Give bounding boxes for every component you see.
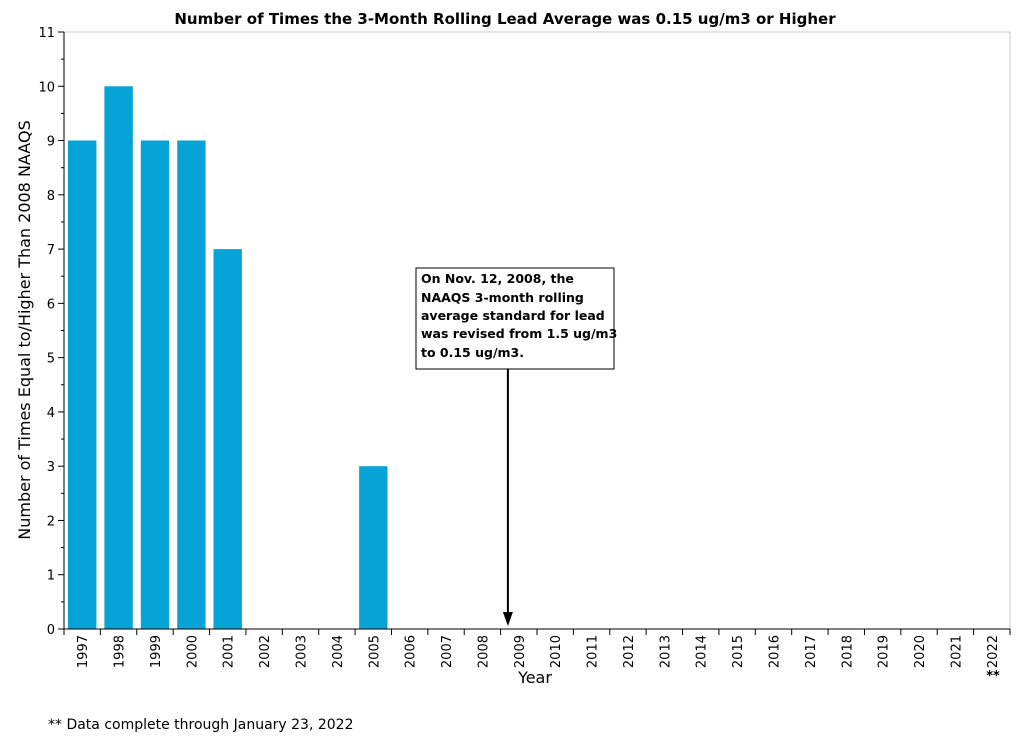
bar-2005 [359,466,388,629]
year-2022-marker: ** [986,669,1000,684]
x-tick-label-2010: 2010 [549,635,564,668]
x-axis-label: Year [517,668,552,687]
x-tick-label-2009: 2009 [513,635,528,668]
y-tick-label: 8 [47,189,55,204]
x-tick-label-2012: 2012 [622,635,637,668]
bar-2000 [177,140,206,629]
y-tick-label: 4 [47,406,55,421]
x-tick-label-1999: 1999 [149,635,164,668]
y-tick-label: 0 [47,623,55,638]
x-tick-label-1997: 1997 [76,635,91,668]
x-tick-label-2003: 2003 [295,635,310,668]
y-tick-label: 11 [38,26,55,41]
x-tick-label-2015: 2015 [731,635,746,668]
chart-title: Number of Times the 3-Month Rolling Lead… [174,10,836,28]
x-tick-label-2020: 2020 [913,635,928,668]
bar-2001 [213,249,242,629]
x-tick-label-2006: 2006 [404,635,419,668]
y-tick-label: 5 [47,352,55,367]
bar-1997 [68,140,97,629]
x-tick-label-2008: 2008 [476,635,491,668]
annotation-line-2: NAAQS 3-month rolling [421,290,584,305]
annotation: On Nov. 12, 2008, the NAAQS 3-month roll… [415,267,617,626]
x-tick-label-1998: 1998 [113,635,128,668]
x-tick-label-2018: 2018 [840,635,855,668]
x-axis: 1997 1998 1999 2000 2001 2002 2003 2004 2005 2006… [63,628,1011,668]
annotation-line-5: to 0.15 ug/m3. [421,345,524,360]
x-tick-label-2016: 2016 [768,635,783,668]
bar-1999 [140,140,170,629]
x-tick-label-2021: 2021 [949,635,964,668]
x-tick-label-2017: 2017 [804,635,819,668]
y-axis: 0 1 2 3 4 5 6 7 8 9 10 11 [38,26,65,638]
x-tick-label-2004: 2004 [331,635,346,668]
bar-1998 [104,86,133,630]
x-tick-label-2022: 2022 [986,635,1001,668]
annotation-arrow-head [502,612,513,626]
bars-group [68,86,388,630]
x-tick-label-2001: 2001 [222,635,237,668]
y-tick-label: 3 [47,460,55,475]
x-tick-label-2011: 2011 [586,635,601,668]
x-tick-label-2014: 2014 [695,635,710,668]
y-tick-label: 10 [38,80,55,95]
annotation-line-4: was revised from 1.5 ug/m3 [421,326,617,341]
annotation-line-3: average standard for lead [421,308,605,323]
annotation-line-1: On Nov. 12, 2008, the [421,271,574,286]
x-tick-label-2013: 2013 [658,635,673,668]
x-tick-label-2019: 2019 [877,635,892,668]
annotation-box [415,267,615,370]
x-tick-label-2000: 2000 [185,635,200,668]
x-tick-label-2005: 2005 [367,635,382,668]
y-tick-label: 2 [47,514,55,529]
x-tick-label-2002: 2002 [258,635,273,668]
y-tick-label: 6 [47,297,55,312]
y-tick-label: 7 [47,243,55,258]
y-tick-label: 9 [47,135,55,150]
footnote: ** Data complete through January 23, 202… [48,717,354,733]
y-tick-label: 1 [47,569,55,584]
x-tick-label-2007: 2007 [440,635,455,668]
y-axis-label: Number of Times Equal to/Higher Than 200… [15,120,34,539]
